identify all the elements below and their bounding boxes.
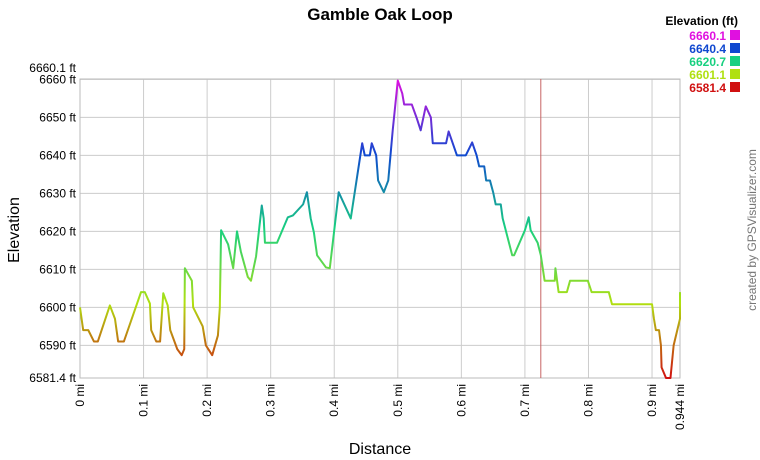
legend-value: 6601.1 xyxy=(689,68,726,82)
y-tick-label: 6590 ft xyxy=(39,338,76,352)
x-tick-label: 0.2 mi xyxy=(200,384,214,417)
y-tick-label: 6600 ft xyxy=(39,300,76,314)
x-tick-label: 0.8 mi xyxy=(581,384,595,417)
chart-title: Gamble Oak Loop xyxy=(307,5,452,24)
y-tick-label: 6620 ft xyxy=(39,224,76,238)
x-axis-label: Distance xyxy=(349,441,411,458)
y-tick-label: 6610 ft xyxy=(39,262,76,276)
x-tick-label: 0.1 mi xyxy=(137,384,151,417)
legend-value: 6660.1 xyxy=(689,29,726,43)
credit: created by GPSVisualizer.com xyxy=(745,149,759,311)
legend-swatch xyxy=(730,43,740,53)
x-tick-label: 0.6 mi xyxy=(454,384,468,417)
x-tick-label: 0.9 mi xyxy=(645,384,659,417)
x-tick-label: 0.7 mi xyxy=(518,384,532,417)
legend-swatch xyxy=(730,56,740,66)
legend-swatch xyxy=(730,30,740,40)
y-tick-label: 6581.4 ft xyxy=(29,371,76,385)
legend-swatch xyxy=(730,82,740,92)
x-tick-label: 0.5 mi xyxy=(391,384,405,417)
x-tick-label: 0.4 mi xyxy=(327,384,341,417)
y-tick-label: 6640 ft xyxy=(39,148,76,162)
legend-value: 6620.7 xyxy=(689,55,726,69)
y-tick-label: 6650 ft xyxy=(39,110,76,124)
y-axis-label: Elevation xyxy=(6,197,23,263)
legend-value: 6640.4 xyxy=(689,42,726,56)
y-tick-label: 6660 ft xyxy=(39,72,76,86)
legend-title: Elevation (ft) xyxy=(665,14,738,28)
elevation-line xyxy=(79,79,681,379)
y-tick-label: 6660.1 ft xyxy=(29,61,76,75)
legend-value: 6581.4 xyxy=(689,81,726,95)
x-tick-label: 0 mi xyxy=(73,384,87,407)
legend-swatch xyxy=(730,69,740,79)
x-tick-label: 0.3 mi xyxy=(264,384,278,417)
x-tick-label: 0.944 mi xyxy=(673,384,687,430)
y-tick-label: 6630 ft xyxy=(39,186,76,200)
plot-frame xyxy=(79,78,681,379)
